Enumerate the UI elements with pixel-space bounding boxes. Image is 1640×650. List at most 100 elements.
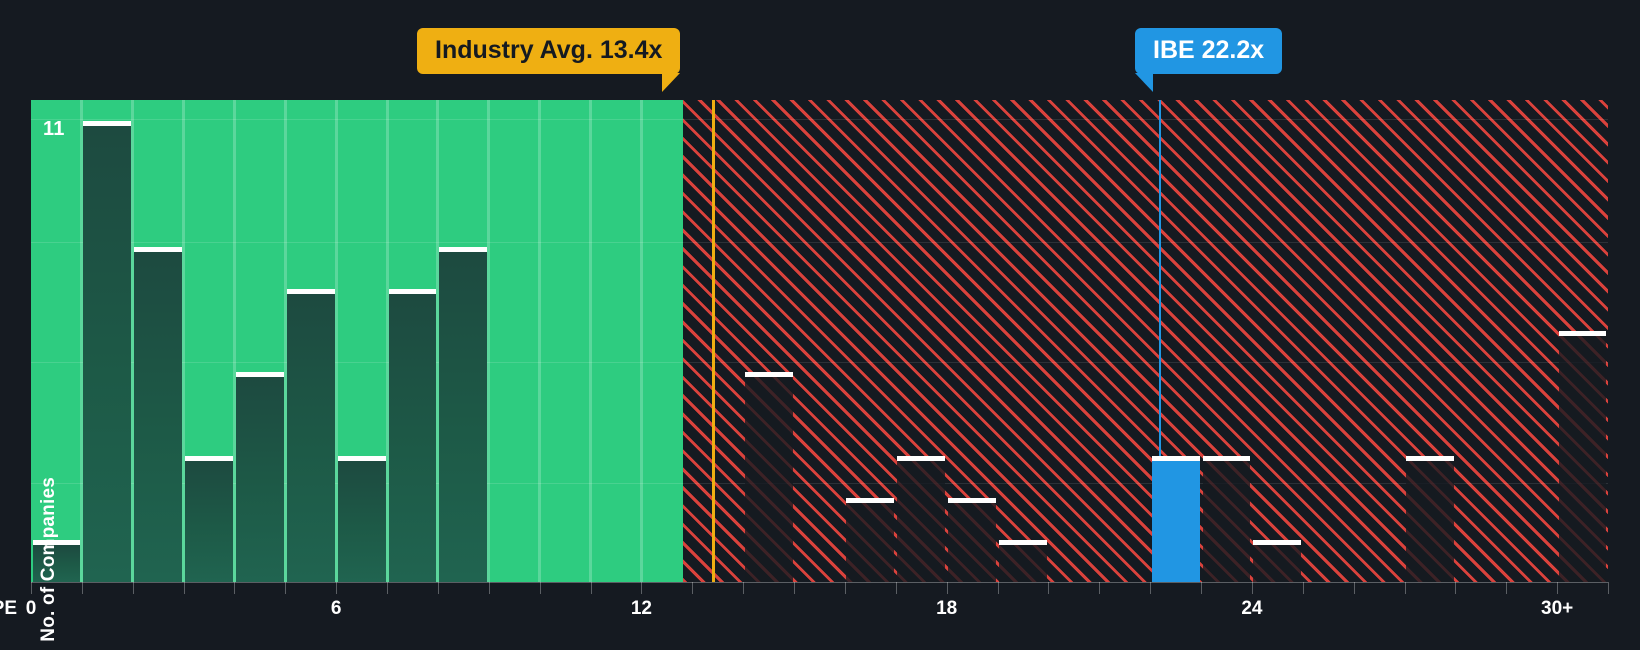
histogram-bar[interactable] (388, 288, 437, 582)
bar-cap (1202, 456, 1251, 462)
bar-cap (235, 372, 284, 378)
histogram-bar[interactable] (744, 372, 793, 582)
max-value-label: 11 (43, 118, 65, 140)
bar-cap (32, 540, 81, 546)
x-axis-tick (946, 582, 948, 594)
bin-separator (538, 100, 542, 582)
bar-cap (1253, 540, 1302, 546)
bar-cap (388, 288, 437, 294)
industry-average-badge-label: Industry Avg. 13.4x (435, 36, 663, 64)
bar-series (31, 100, 1608, 582)
x-axis-tick (1608, 582, 1609, 594)
histogram-bar[interactable] (1151, 456, 1200, 582)
histogram-bar[interactable] (439, 246, 488, 582)
bar-cap (999, 540, 1047, 546)
bar-body (134, 251, 183, 582)
bar-body (1558, 335, 1607, 582)
x-axis-tick (692, 582, 694, 594)
bin-separator (639, 100, 643, 582)
bar-body (1151, 461, 1200, 582)
bin-separator (80, 100, 84, 582)
histogram-bar[interactable] (1558, 330, 1607, 582)
bin-separator (283, 100, 287, 582)
x-axis-tick-label: 0 (25, 598, 37, 619)
x-axis-tick (1404, 582, 1406, 594)
bar-body (744, 377, 793, 582)
histogram-bar[interactable] (286, 288, 335, 582)
bar-body (948, 503, 997, 582)
x-axis-tick (132, 582, 134, 594)
histogram-bar[interactable] (846, 498, 895, 582)
histogram-bar[interactable] (185, 456, 233, 582)
gridline (31, 119, 683, 120)
histogram-bar[interactable] (1253, 540, 1302, 582)
bin-separator (589, 100, 593, 582)
bar-body (439, 251, 488, 582)
gridline (682, 483, 1608, 484)
bin-separator (385, 100, 389, 582)
x-axis-tick (1506, 582, 1508, 594)
gridline (31, 362, 683, 363)
bar-body (32, 545, 81, 582)
badge-pointer (1135, 73, 1153, 93)
x-axis-tick (183, 582, 185, 594)
x-axis-tick (895, 582, 897, 594)
bar-body (846, 503, 895, 582)
x-axis-tick-label: 12 (630, 598, 653, 619)
bar-cap (1406, 456, 1454, 462)
plot-area: 11 (31, 100, 1608, 582)
industry-avg-marker-line (711, 100, 715, 582)
bar-body (999, 545, 1047, 582)
x-axis-tick (997, 582, 999, 594)
histogram-bar[interactable] (897, 456, 946, 582)
bar-body (1202, 461, 1251, 582)
bin-separator (487, 100, 491, 582)
histogram-bar[interactable] (948, 498, 997, 582)
gridline (31, 242, 683, 243)
x-axis-tick (31, 582, 32, 594)
x-axis-tick (641, 582, 643, 594)
bar-cap (134, 246, 183, 252)
company-pe-badge-label: IBE 22.2x (1153, 36, 1265, 64)
bar-body (897, 461, 946, 582)
bar-cap (286, 288, 335, 294)
x-axis-tick (794, 582, 796, 594)
histogram-bar[interactable] (83, 121, 132, 582)
x-axis-tick (387, 582, 389, 594)
bar-body (337, 461, 386, 582)
bar-cap (439, 246, 488, 252)
x-axis-tick (1201, 582, 1203, 594)
histogram-bar[interactable] (337, 456, 386, 582)
bar-cap (337, 456, 386, 462)
bin-separator (436, 100, 440, 582)
histogram-bar[interactable] (235, 372, 284, 582)
bar-cap (948, 498, 997, 504)
x-axis-tick (539, 582, 541, 594)
industry-average-badge[interactable]: Industry Avg. 13.4x (417, 28, 681, 93)
bin-separator (232, 100, 236, 582)
histogram-bar[interactable] (32, 540, 81, 582)
x-axis-tick-label: 30+ (1541, 598, 1574, 619)
histogram-bar[interactable] (1202, 456, 1251, 582)
histogram-bar[interactable] (1406, 456, 1454, 582)
x-axis-caption: PE (0, 598, 17, 619)
x-axis-tick (844, 582, 846, 594)
x-axis-tick (590, 582, 592, 594)
gridline (682, 362, 1608, 363)
x-axis-tick (336, 582, 338, 594)
company-marker-line (1159, 100, 1162, 457)
company-pe-badge[interactable]: IBE 22.2x (1135, 28, 1283, 93)
x-axis-tick (81, 582, 83, 594)
histogram-bar[interactable] (134, 246, 183, 582)
bar-body (1253, 545, 1302, 582)
histogram-bar[interactable] (999, 540, 1047, 582)
x-axis-tick (1251, 582, 1253, 594)
x-axis (31, 582, 1609, 594)
bar-cap (846, 498, 895, 504)
bar-body (388, 293, 437, 582)
x-axis-tick (437, 582, 439, 594)
bin-separator (182, 100, 186, 582)
bar-body (1406, 461, 1454, 582)
bar-cap (897, 456, 946, 462)
